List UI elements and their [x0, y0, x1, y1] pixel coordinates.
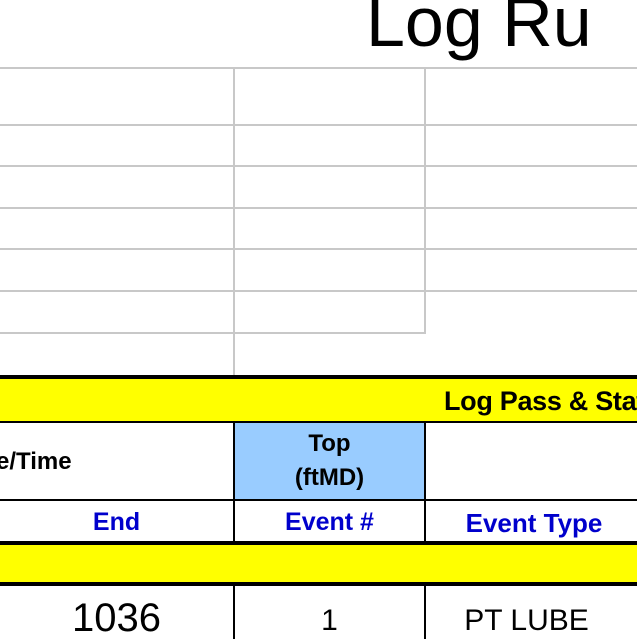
sheet-title: Log Ru — [366, 0, 592, 61]
row1-divider-1 — [233, 586, 235, 639]
band-bottom-border — [0, 421, 637, 423]
subheader-divider-2 — [424, 501, 426, 541]
grid-line-v2 — [424, 67, 426, 334]
grid-cell-r1c1[interactable] — [0, 69, 233, 124]
subheader-end[interactable]: End — [92, 508, 141, 536]
band2-top-border — [0, 541, 637, 545]
grid-line-h7 — [0, 332, 425, 334]
header-top-line1: Top — [308, 430, 351, 457]
header-empty-cell[interactable] — [426, 423, 637, 500]
subheader-event-num[interactable]: Event # — [285, 508, 374, 536]
row1-event-type[interactable]: PT LUBE — [464, 604, 589, 637]
grid-cell-r1c2[interactable] — [235, 69, 424, 124]
band-top-border — [0, 375, 637, 379]
grid-line-v1 — [233, 67, 235, 377]
grid-line-h4 — [0, 207, 637, 209]
header-divider-2 — [424, 423, 426, 500]
header-top-line2: (ftMD) — [294, 464, 365, 491]
row1-end[interactable]: 1036 — [72, 596, 161, 639]
header-bottom-border — [0, 499, 637, 501]
grid-line-h5 — [0, 248, 637, 250]
header-top-ftmd[interactable]: Top (ftMD) — [235, 423, 424, 500]
grid-line-h1 — [0, 67, 637, 69]
section-band — [0, 379, 637, 422]
row1-divider-2 — [424, 586, 426, 639]
grid-cell-r1c3[interactable] — [426, 69, 637, 124]
row1-event-num[interactable]: 1 — [321, 604, 338, 637]
header-datetime[interactable]: e/Time — [0, 448, 72, 475]
grid-line-h2 — [0, 124, 637, 126]
band2-bottom-border — [0, 582, 637, 586]
grid-line-h6 — [0, 290, 637, 292]
grid-line-h3 — [0, 165, 637, 167]
subheader-event-type[interactable]: Event Type — [465, 508, 603, 538]
section-band-label: Log Pass & Stat — [443, 386, 637, 416]
header-divider-1 — [233, 423, 235, 500]
section-band-2 — [0, 545, 637, 582]
subheader-divider-1 — [233, 501, 235, 541]
